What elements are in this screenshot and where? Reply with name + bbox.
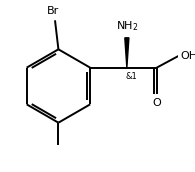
Text: Br: Br xyxy=(47,6,59,16)
Polygon shape xyxy=(125,38,129,68)
Text: &1: &1 xyxy=(125,72,137,81)
Text: O: O xyxy=(152,98,161,108)
Text: OH: OH xyxy=(181,51,195,61)
Text: NH$_2$: NH$_2$ xyxy=(116,19,138,33)
